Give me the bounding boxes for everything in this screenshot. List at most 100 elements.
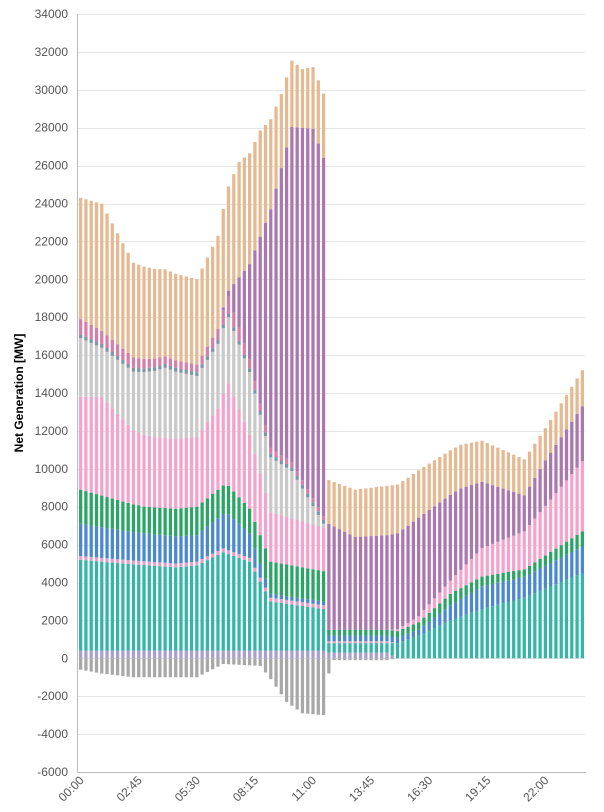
bar-segment-green bbox=[163, 508, 167, 536]
bar-segment-tan bbox=[554, 411, 558, 445]
bar-segment-blue bbox=[205, 526, 210, 557]
bar-segment-green bbox=[411, 624, 415, 632]
bar-segment-negative bbox=[284, 658, 289, 702]
bar-segment-negative bbox=[147, 658, 151, 678]
bar-segment-blue bbox=[147, 533, 151, 562]
bar-segment-green bbox=[496, 573, 500, 583]
bar-segment-small-pink bbox=[284, 599, 289, 604]
bar-segment-negative bbox=[242, 658, 246, 666]
bar-segment-tan bbox=[147, 267, 151, 359]
bar-segment-base-violet bbox=[284, 650, 289, 659]
bar-segment-small-pink bbox=[184, 562, 188, 567]
bar-segment-pink bbox=[448, 580, 452, 594]
bar-segment-green bbox=[348, 629, 352, 636]
bar-segment-green bbox=[232, 491, 236, 520]
bar-segment-purple bbox=[311, 128, 315, 499]
bar-segment-silver bbox=[79, 338, 83, 397]
bar-segment-blue bbox=[554, 560, 558, 585]
bar-segment-pink bbox=[406, 622, 410, 627]
bar-segment-green bbox=[306, 568, 310, 600]
bar-segment-base-violet bbox=[152, 650, 157, 659]
bar-segment-silver bbox=[84, 340, 88, 397]
bar-segment-small-pink bbox=[327, 641, 331, 644]
bar-segment-teal bbox=[448, 620, 452, 659]
bar-segment-tan bbox=[406, 477, 410, 526]
bar-segment-teal bbox=[311, 607, 315, 651]
bar-segment-pink bbox=[110, 408, 114, 499]
bar-segment-green bbox=[258, 535, 262, 564]
bar-segment-small-pink bbox=[269, 597, 273, 602]
bar-segment-purple bbox=[580, 406, 584, 462]
bar-segment-small-pink bbox=[380, 641, 384, 644]
bar-segment-tan bbox=[79, 197, 83, 320]
bar-segment-negative bbox=[380, 658, 384, 661]
bar-segment-teal bbox=[337, 643, 342, 653]
bar-segment-tan bbox=[316, 80, 320, 144]
bar-segment-purple bbox=[221, 307, 225, 311]
bar-segment-pink bbox=[232, 396, 236, 492]
bar-segment-green bbox=[527, 565, 532, 575]
bar-segment-base-violet bbox=[279, 650, 283, 659]
bar-segment-tan bbox=[189, 277, 194, 364]
bar-segment-silver bbox=[174, 371, 178, 439]
bar-segment-small-pink bbox=[195, 561, 199, 566]
bar-segment-silver bbox=[100, 347, 104, 398]
bar-segment-teal bbox=[142, 565, 146, 651]
bar-segment-pink bbox=[533, 518, 537, 563]
bar-segment-purple bbox=[300, 127, 305, 481]
bar-segment-base-violet bbox=[374, 652, 379, 659]
bar-segment-small-pink bbox=[179, 563, 183, 567]
bar-segment-small-pink bbox=[168, 563, 173, 567]
bar-segment-base-violet bbox=[343, 652, 347, 659]
bar-segment-teal bbox=[564, 579, 569, 659]
bar-segment-blue bbox=[522, 576, 526, 598]
bar-segment-slate bbox=[179, 368, 183, 373]
bar-segment-negative bbox=[311, 658, 315, 715]
bar-segment-tan bbox=[358, 489, 363, 537]
bar-segment-blue bbox=[358, 635, 363, 642]
bar-segment-green bbox=[395, 631, 400, 638]
bar-segment-small-pink bbox=[374, 641, 379, 644]
bar-segment-green bbox=[538, 558, 542, 569]
bar-segment-green bbox=[248, 508, 252, 534]
y-tick-labels: 3400032000300002800026000240002200020000… bbox=[35, 7, 69, 779]
bar-segment-teal bbox=[147, 565, 151, 651]
bar-segment-pink bbox=[512, 535, 516, 572]
bar-segment-small-pink bbox=[337, 641, 342, 644]
bar-segment-slate bbox=[84, 336, 88, 341]
bar-segment-purple bbox=[485, 483, 489, 546]
bar-segment-base-violet bbox=[242, 650, 246, 659]
bar-segment-green bbox=[115, 500, 120, 530]
bar-segment-base-violet bbox=[147, 650, 151, 659]
bar-segment-rose bbox=[189, 363, 194, 372]
bar-segment-small-pink bbox=[353, 641, 357, 644]
bar-segment-pink bbox=[554, 493, 558, 549]
bar-segment-small-pink bbox=[216, 551, 220, 555]
bar-segment-rose bbox=[168, 358, 173, 366]
bar-segment-purple bbox=[417, 517, 421, 617]
bar-segment-green bbox=[221, 485, 225, 514]
gridlines bbox=[78, 14, 585, 773]
bar-segment-green bbox=[575, 534, 579, 550]
bar-segment-purple bbox=[570, 421, 574, 474]
bar-segment-base-violet bbox=[258, 650, 262, 659]
axes bbox=[77, 14, 586, 773]
bar-segment-green bbox=[89, 492, 93, 526]
bar-segment-base-violet bbox=[200, 650, 204, 659]
bar-segment-slate bbox=[152, 367, 157, 371]
bar-segment-purple bbox=[321, 158, 326, 517]
bar-segment-base-violet bbox=[105, 650, 109, 659]
bar-segment-purple bbox=[432, 506, 437, 599]
bar-segment-purple bbox=[527, 486, 532, 525]
bar-segment-green bbox=[358, 629, 363, 636]
bar-segment-negative bbox=[179, 658, 183, 678]
y-tick-label: 0 bbox=[61, 651, 68, 665]
bar-segment-pink bbox=[242, 421, 246, 503]
y-tick-label: 34000 bbox=[35, 7, 69, 21]
bar-segment-teal bbox=[179, 566, 183, 651]
bar-segment-teal bbox=[205, 560, 210, 651]
bar-segment-negative bbox=[115, 658, 120, 676]
bar-segment-negative bbox=[316, 658, 320, 715]
y-tick-label: 24000 bbox=[35, 197, 69, 211]
bar-segment-blue bbox=[443, 609, 447, 623]
